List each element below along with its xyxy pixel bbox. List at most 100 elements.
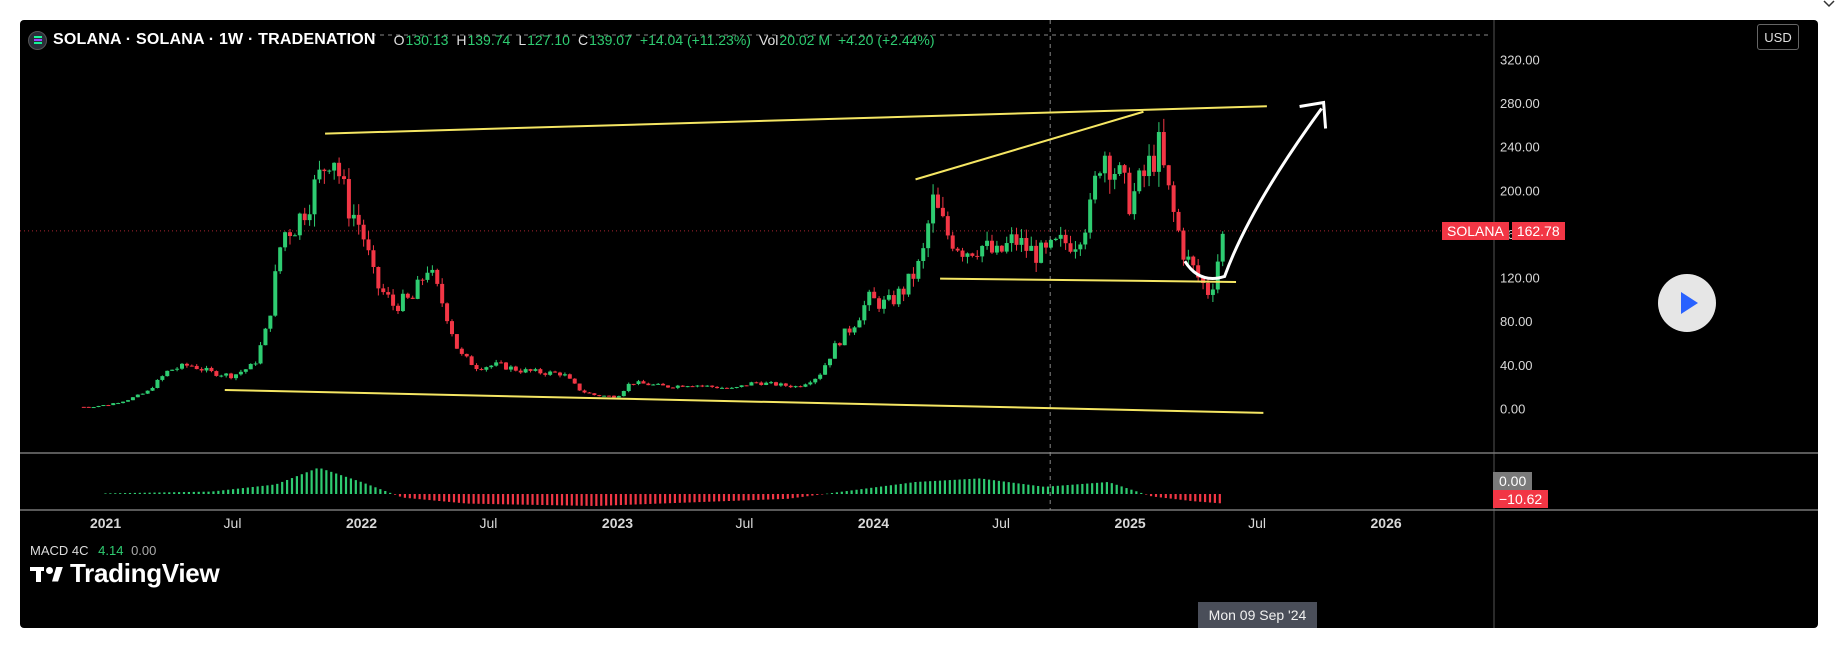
y-tick-label: 280.00 [1500,96,1540,111]
macd-bar [786,494,789,499]
macd-bar [472,494,475,504]
x-tick-label: 2021 [90,515,121,531]
candle-body [327,170,332,172]
x-tick-label: 2023 [602,515,633,531]
macd-bar [447,494,451,502]
candle-body [140,393,145,395]
macd-bar [403,494,407,498]
candle-body [420,279,425,281]
symbol-title[interactable]: SOLANA · SOLANA · 1W · TRADENATION [53,31,376,48]
candle-body [744,385,749,387]
candle-body [886,295,891,300]
macd-bar [781,494,784,499]
play-button[interactable] [1658,274,1716,332]
candle-body [214,371,219,376]
macd-bar [639,494,642,505]
tradingview-logo[interactable]: TradingView [30,558,220,589]
change-value: +14.04 (+11.23%) [639,32,751,48]
candle-body [975,255,980,257]
candle-body [273,271,278,316]
macd-tag-zero: 0.00 [1493,472,1533,490]
macd-bar [619,494,623,506]
candle-body [1210,289,1215,295]
candle-body [602,395,607,397]
candle-body [548,371,553,375]
macd-bar [187,491,191,494]
macd-bar [521,494,524,505]
candle-body [783,383,788,386]
candle-body [931,194,936,224]
solana-logo-icon [28,30,47,50]
macd-bar [197,491,200,494]
macd-bar [330,471,333,494]
macd-bar [335,473,338,494]
currency-selector[interactable]: USD [1757,24,1799,50]
candle-body [901,288,906,295]
candle-body [253,363,258,365]
macd-bar [1203,494,1207,503]
macd-bar [339,475,343,494]
macd-bar [796,494,799,498]
macd-bar [894,484,897,494]
macd-bar [531,494,534,505]
candle-body [332,162,337,171]
candle-body [248,363,253,370]
macd-bar [948,480,951,494]
candle-body [607,395,612,397]
low-value: 127.10 [527,32,570,48]
candle-body [715,386,720,389]
candle-body [263,328,268,346]
candle-body [818,374,823,379]
candle-body [400,293,405,312]
macd-bar [231,489,235,494]
chart-canvas[interactable]: 320.00280.00240.00200.00160.00120.0080.0… [20,20,1818,628]
macd-bar [717,494,721,502]
macd-bar [624,494,627,505]
macd-bar [1140,492,1143,494]
macd-bar [261,485,264,494]
macd-bar [477,494,480,504]
macd-bar [241,488,245,494]
candle-body [459,348,464,354]
candle-body [278,247,283,272]
candle-body [960,250,965,257]
chevron-icon[interactable] [1822,0,1836,8]
macd-bar [1007,482,1010,494]
candle-body [651,384,656,386]
macd-bar [462,494,465,504]
trendline [224,388,1264,414]
candle-body [386,292,391,295]
macd-bar [933,480,937,494]
macd-bar [1154,494,1158,497]
candle-body [577,383,582,391]
macd-bar [1086,483,1089,494]
candle-body [680,385,685,387]
candle-body [430,269,435,273]
macd-bar [698,494,701,503]
x-tick-label: Jul [480,515,498,531]
candle-body [366,239,371,251]
trendline [915,110,1144,181]
macd-value-1: 4.14 [98,543,124,558]
macd-bar [1189,494,1192,501]
macd-bar [438,494,441,501]
macd-bar [1081,483,1084,494]
candle-body [955,248,960,251]
macd-bar [212,491,215,494]
macd-label[interactable]: MACD 4C [30,543,89,558]
candle-body [842,328,847,346]
candle-body [209,367,214,372]
macd-bar [1017,483,1020,494]
candle-body [454,334,459,349]
x-tick-label: 2022 [346,515,377,531]
y-tick-label: 40.00 [1500,358,1533,373]
macd-bar [600,494,603,506]
candle-body [1176,211,1181,231]
macd-legend: MACD 4C 4.14 0.00 [30,543,156,558]
macd-bar [236,488,240,494]
macd-bar [560,494,564,506]
macd-bar [492,494,495,505]
macd-bar [398,494,402,497]
macd-bar [595,494,598,506]
candle-body [724,387,729,389]
